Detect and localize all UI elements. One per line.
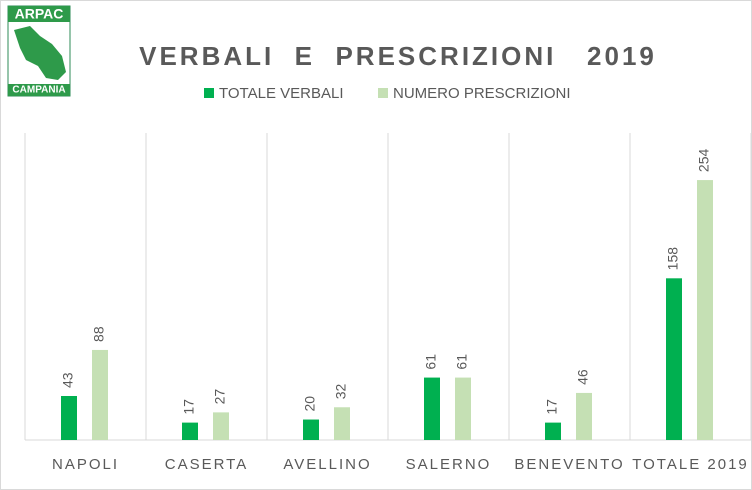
value-label: 88 xyxy=(91,326,107,342)
x-tick-label: BENEVENTO xyxy=(514,456,624,473)
legend-swatch xyxy=(204,88,214,98)
value-label: 17 xyxy=(544,399,560,415)
x-tick-label: CASERTA xyxy=(165,456,248,473)
bar xyxy=(666,278,682,440)
logo-map xyxy=(14,26,66,80)
bar xyxy=(545,422,561,440)
bar xyxy=(334,407,350,440)
legend-label: NUMERO PRESCRIZIONI xyxy=(393,85,571,102)
logo-top: ARPAC xyxy=(15,6,64,22)
value-label: 46 xyxy=(575,369,591,385)
value-label: 43 xyxy=(60,372,76,388)
bar xyxy=(182,422,198,440)
value-label: 20 xyxy=(302,396,318,412)
x-tick-label: TOTALE 2019 xyxy=(632,456,749,473)
bar xyxy=(697,180,713,440)
value-label: 27 xyxy=(212,389,228,405)
value-label: 61 xyxy=(454,354,470,370)
x-tick-label: SALERNO xyxy=(406,456,492,473)
value-label: 61 xyxy=(423,354,439,370)
legend-swatch xyxy=(378,88,388,98)
bar xyxy=(213,412,229,440)
bar xyxy=(424,377,440,440)
bar xyxy=(61,395,77,440)
value-label: 158 xyxy=(665,247,681,271)
x-tick-label: NAPOLI xyxy=(52,456,119,473)
logo-band xyxy=(8,84,70,96)
chart-title: VERBALI E PRESCRIZIONI 2019 xyxy=(139,41,657,71)
bar xyxy=(576,392,592,440)
logo-bottom: CAMPANIA xyxy=(12,85,65,96)
bar xyxy=(303,419,319,440)
logo-band xyxy=(8,6,70,22)
bar xyxy=(92,349,108,440)
value-label: 17 xyxy=(181,399,197,415)
x-tick-label: AVELLINO xyxy=(283,456,371,473)
logo: ARPAC CAMPANIA xyxy=(7,5,71,97)
value-label: 254 xyxy=(696,149,712,173)
legend-label: TOTALE VERBALI xyxy=(219,85,344,102)
value-label: 32 xyxy=(333,383,349,399)
bar xyxy=(455,377,471,440)
